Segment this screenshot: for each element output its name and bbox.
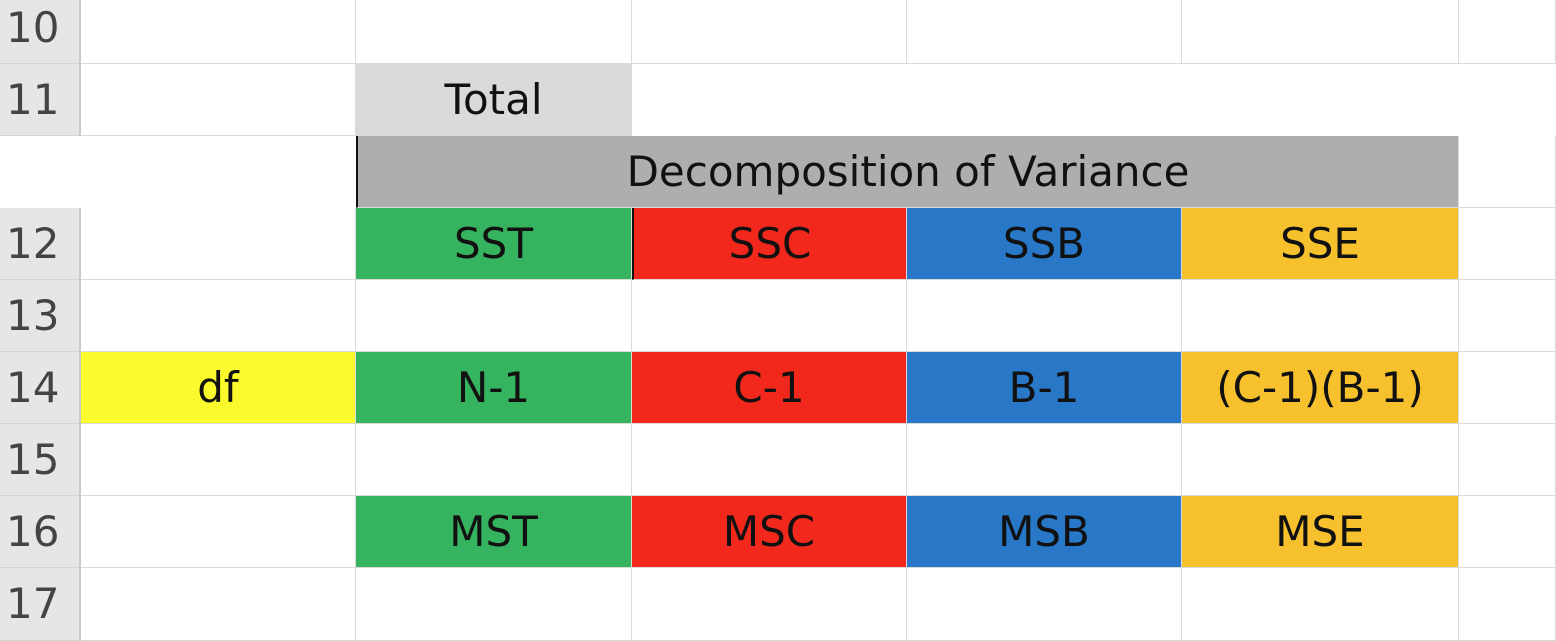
df-e-cell[interactable]: (C-1)(B-1) [1182,352,1459,424]
cell-B17[interactable] [81,568,356,641]
row-header-12[interactable]: 12 [0,208,81,280]
cell-F10[interactable] [1182,0,1459,64]
row-header-13[interactable]: 13 [0,280,81,352]
cell-E15[interactable] [907,424,1182,496]
cell-G17[interactable] [1459,568,1556,641]
row-header-17[interactable]: 17 [0,568,81,641]
cell-F15[interactable] [1182,424,1459,496]
cell-B11[interactable] [81,64,356,136]
row-header-11[interactable]: 11 [0,64,81,136]
cell-D10[interactable] [632,0,907,64]
cell-G15[interactable] [1459,424,1556,496]
df-label-cell[interactable]: df [81,352,356,424]
msc-cell[interactable]: MSC [632,496,907,568]
cell-E17[interactable] [907,568,1182,641]
cell-G13[interactable] [1459,280,1556,352]
cell-G12[interactable] [1459,208,1556,280]
ssb-cell[interactable]: SSB [907,208,1182,280]
cell-F13[interactable] [1182,280,1459,352]
row-header-14[interactable]: 14 [0,352,81,424]
cell-C15[interactable] [356,424,632,496]
cell-B15[interactable] [81,424,356,496]
mst-cell[interactable]: MST [356,496,632,568]
df-b-cell[interactable]: B-1 [907,352,1182,424]
cell-E10[interactable] [907,0,1182,64]
cell-D15[interactable] [632,424,907,496]
df-total-cell[interactable]: N-1 [356,352,632,424]
cell-C17[interactable] [356,568,632,641]
mse-cell[interactable]: MSE [1182,496,1459,568]
msb-cell[interactable]: MSB [907,496,1182,568]
ssc-cell[interactable]: SSC [632,208,907,280]
cell-G14[interactable] [1459,352,1556,424]
cell-C13[interactable] [356,280,632,352]
cell-B16[interactable] [81,496,356,568]
sse-cell[interactable]: SSE [1182,208,1459,280]
row-header-10[interactable]: 10 [0,0,81,64]
cell-G10[interactable] [1459,0,1556,64]
decomposition-of-variance-header[interactable]: Decomposition of Variance [356,136,1459,208]
sst-cell[interactable]: SST [356,208,632,280]
cell-D17[interactable] [632,568,907,641]
cell-G16[interactable] [1459,496,1556,568]
row-header-16[interactable]: 16 [0,496,81,568]
cell-B12[interactable] [81,208,356,280]
cell-B13[interactable] [81,280,356,352]
row-header-15[interactable]: 15 [0,424,81,496]
cell-F17[interactable] [1182,568,1459,641]
cell-C10[interactable] [356,0,632,64]
cell-B10[interactable] [81,0,356,64]
cell-G11[interactable] [1459,136,1556,208]
df-c-cell[interactable]: C-1 [632,352,907,424]
total-header[interactable]: Total [356,64,632,136]
cell-D13[interactable] [632,280,907,352]
cell-E13[interactable] [907,280,1182,352]
